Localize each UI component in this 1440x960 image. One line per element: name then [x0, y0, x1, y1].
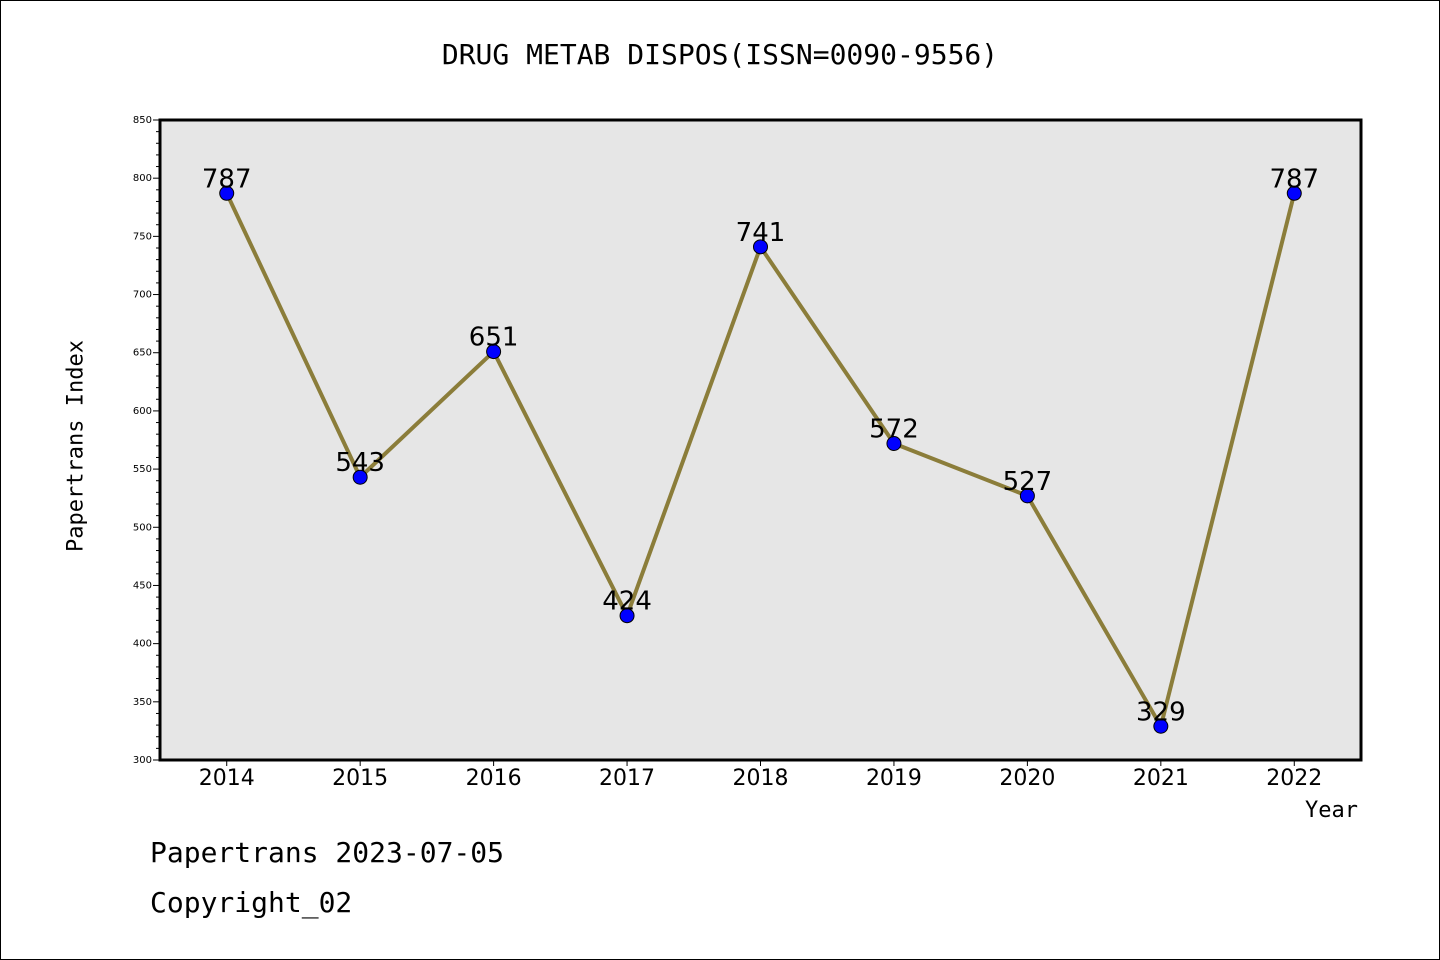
x-tick-label: 2014	[199, 766, 255, 791]
x-tick-label: 2018	[733, 766, 789, 791]
data-point	[1286, 185, 1302, 201]
x-tick-label: 2021	[1133, 766, 1189, 791]
data-point	[352, 469, 368, 485]
x-tick-label: 2022	[1266, 766, 1322, 791]
x-tick-label: 2017	[599, 766, 655, 791]
plot-border	[158, 118, 1363, 762]
y-tick-label: 400	[133, 639, 152, 650]
data-label: 527	[1003, 467, 1053, 497]
data-label: 424	[602, 587, 652, 617]
y-tick-label: 550	[133, 464, 152, 475]
y-tick-label: 450	[133, 580, 152, 591]
y-axis-ticks: 300 350 400 450 500 550 600 650 700 750 800 850	[133, 115, 160, 766]
x-tick-label: 2020	[999, 766, 1055, 791]
y-tick-label: 600	[133, 406, 152, 417]
data-label: 787	[202, 164, 252, 194]
data-point	[1153, 718, 1169, 734]
data-markers	[219, 185, 1302, 734]
y-tick-label: 500	[133, 522, 152, 533]
data-point	[1019, 488, 1035, 504]
y-tick-label: 700	[133, 290, 152, 301]
data-labels: 787 543 651 424 741 572 527 329 787	[202, 164, 1319, 727]
data-point	[753, 239, 768, 255]
y-tick-label: 300	[133, 755, 152, 766]
data-point	[886, 435, 902, 451]
data-label: 329	[1136, 697, 1186, 727]
y-tick-label: 750	[133, 231, 152, 242]
data-label: 651	[469, 323, 519, 353]
y-tick-label: 850	[133, 115, 152, 126]
data-point	[486, 344, 502, 360]
chart-title: DRUG METAB DISPOS(ISSN=0090-9556)	[441, 38, 999, 71]
footer-date: Papertrans 2023-07-05	[150, 836, 505, 869]
plot-area	[160, 120, 1361, 760]
data-label: 572	[869, 414, 919, 444]
data-label: 787	[1269, 164, 1319, 194]
x-tick-label: 2016	[466, 766, 522, 791]
data-point	[619, 608, 635, 624]
data-label: 543	[335, 448, 385, 478]
x-tick-label: 2015	[332, 766, 388, 791]
y-tick-label: 650	[133, 348, 152, 359]
x-axis-label: Year	[1305, 798, 1358, 823]
x-tick-label: 2019	[866, 766, 922, 791]
x-axis-ticks: 2014 2015 2016 2017 2018 2019 2020 2021 2022	[199, 760, 1322, 791]
data-label: 741	[736, 218, 786, 248]
data-point	[219, 185, 235, 201]
y-tick-label: 350	[133, 697, 152, 708]
footer-copyright: Copyright_02	[150, 886, 353, 919]
y-tick-label: 800	[133, 173, 152, 184]
